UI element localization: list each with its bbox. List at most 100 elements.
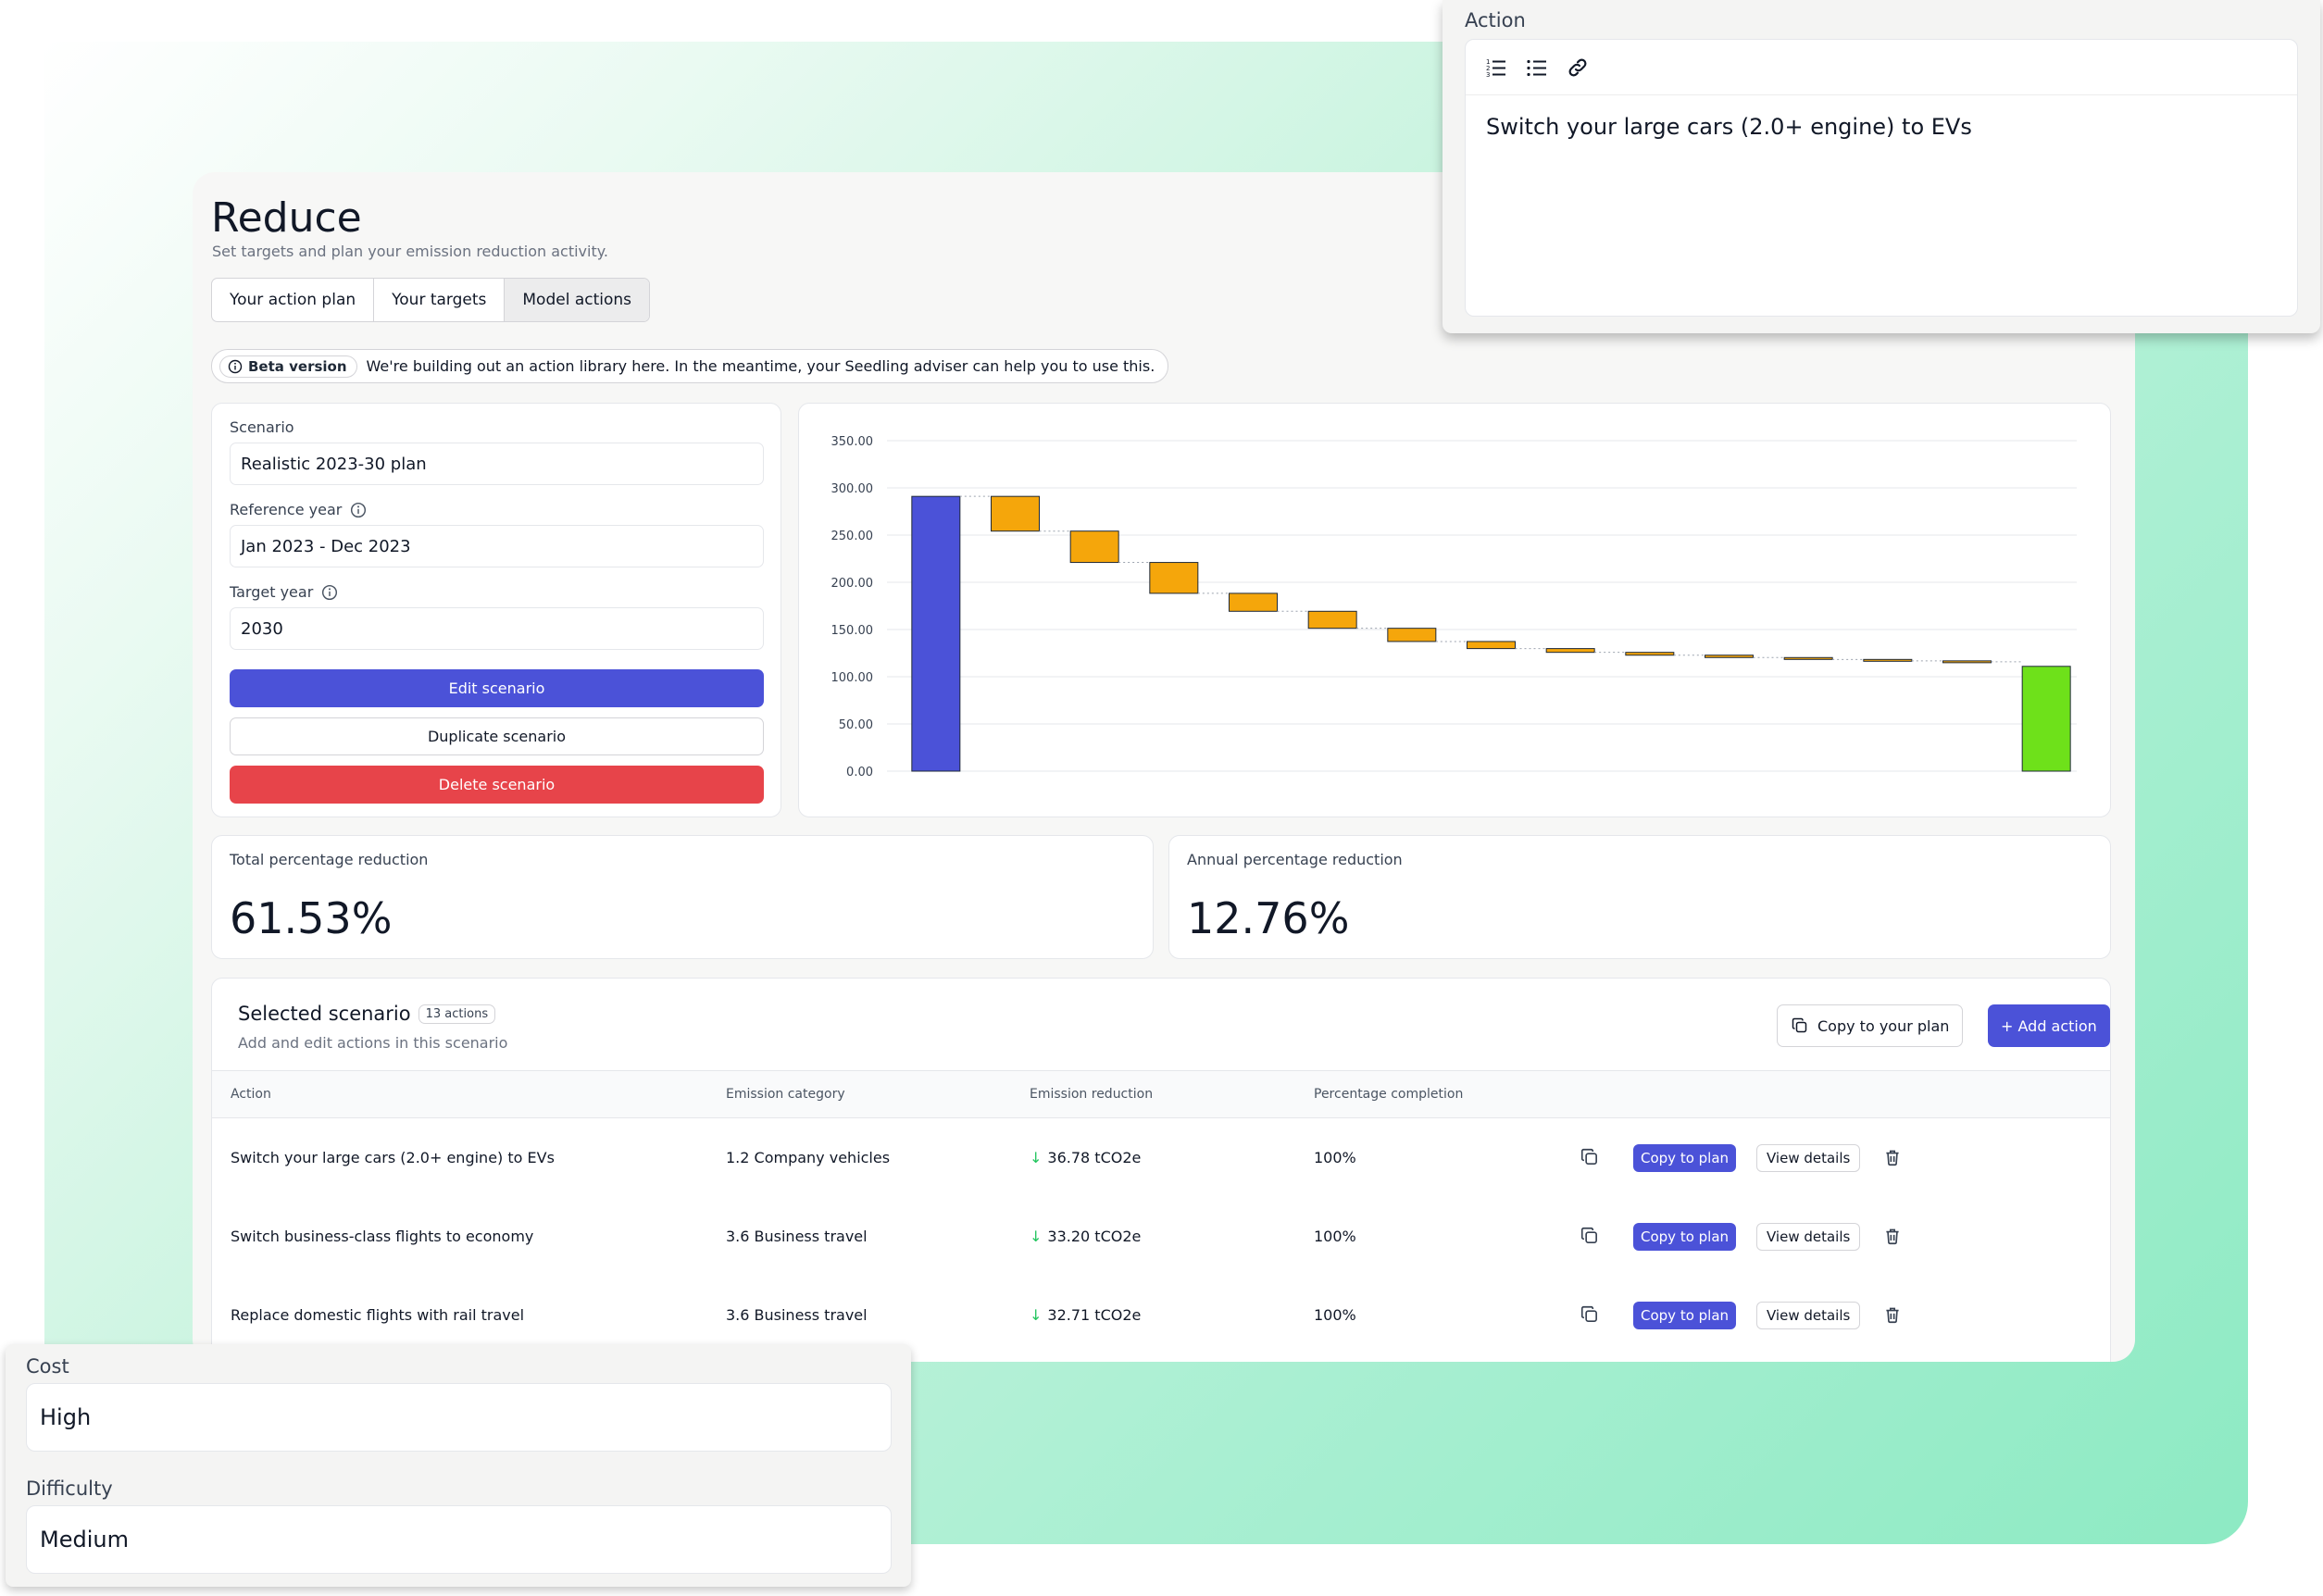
copy-icon (1792, 1017, 1807, 1033)
row-action: Switch business-class flights to economy (231, 1228, 534, 1245)
y-tick-label: 200.00 (831, 577, 874, 591)
svg-text:3: 3 (1486, 71, 1490, 79)
reduction-bar (1387, 628, 1437, 642)
table-row: Replace domestic flights with rail trave… (212, 1277, 2110, 1355)
col-completion: Percentage completion (1314, 1087, 1464, 1102)
reduce-app-window: Reduce Set targets and plan your emissio… (193, 172, 2135, 1362)
view-details-button[interactable]: View details (1756, 1302, 1861, 1329)
reduction-bar (1545, 648, 1595, 654)
cost-field[interactable]: High (26, 1383, 892, 1452)
row-category: 1.2 Company vehicles (726, 1149, 891, 1166)
reduction-bar (1942, 660, 1992, 664)
duplicate-icon[interactable] (1576, 1222, 1604, 1250)
edit-scenario-button[interactable]: Edit scenario (230, 669, 764, 707)
reduction-bar (1625, 652, 1675, 656)
reduction-bar (1783, 656, 1833, 660)
selected-scenario-subtitle: Add and edit actions in this scenario (238, 1034, 508, 1052)
duplicate-icon[interactable] (1576, 1143, 1604, 1171)
bullet-list-icon[interactable] (1525, 56, 1549, 80)
waterfall-chart-card: 350.00 300.00 250.00 200.00 150.00 100.00 50.0… (798, 403, 2111, 817)
reduction-bar (1863, 658, 1913, 662)
row-category: 3.6 Business travel (726, 1306, 868, 1324)
end-bar (2021, 666, 2071, 772)
table-row: Switch business-class flights to economy… (212, 1198, 2110, 1277)
scenario-label: Scenario (230, 418, 294, 436)
duplicate-icon[interactable] (1576, 1301, 1604, 1328)
tab-your-targets[interactable]: Your targets (374, 279, 506, 321)
difficulty-field[interactable]: Medium (26, 1505, 892, 1574)
annual-reduction-value: 12.76% (1187, 893, 1350, 943)
cost-label: Cost (26, 1355, 69, 1378)
action-count-badge: 13 actions (418, 1004, 496, 1024)
col-category: Emission category (726, 1087, 845, 1102)
trash-icon[interactable] (1879, 1222, 1906, 1250)
row-action: Replace domestic flights with rail trave… (231, 1306, 525, 1324)
row-reduction: ↓ 36.78 tCO2e (1030, 1149, 1142, 1166)
tab-your-action-plan[interactable]: Your action plan (212, 279, 375, 321)
action-text: Switch your large cars (2.0+ engine) to … (1486, 114, 1972, 140)
y-tick-label: 150.00 (831, 624, 874, 638)
beta-badge: Beta version (219, 355, 357, 378)
cost-difficulty-panel: Cost High Difficulty Medium (6, 1344, 911, 1587)
reduction-bar (1229, 592, 1278, 612)
reduction-bar (1467, 641, 1516, 650)
table-row: Switch your large cars (2.0+ engine) to … (212, 1119, 2110, 1198)
row-completion: 100% (1314, 1306, 1356, 1324)
action-label: Action (1465, 9, 1526, 31)
info-icon[interactable] (350, 502, 367, 518)
total-reduction-value: 61.53% (230, 893, 393, 943)
add-action-button[interactable]: + Add action (1988, 1004, 2110, 1047)
reduction-bar (991, 495, 1040, 532)
y-tick-label: 350.00 (831, 435, 874, 449)
duplicate-scenario-button[interactable]: Duplicate scenario (230, 717, 764, 755)
row-action: Switch your large cars (2.0+ engine) to … (231, 1149, 555, 1166)
scenario-select[interactable]: Realistic 2023-30 plan (230, 443, 764, 485)
row-category: 3.6 Business travel (726, 1228, 868, 1245)
y-tick-label: 300.00 (831, 482, 874, 496)
view-details-button[interactable]: View details (1756, 1223, 1861, 1251)
reference-year-label: Reference year (230, 501, 367, 518)
copy-to-plan-button[interactable]: Copy to plan (1633, 1302, 1737, 1329)
view-details-button[interactable]: View details (1756, 1144, 1861, 1172)
selected-scenario-title: Selected scenario 13 actions (238, 1003, 496, 1025)
col-action: Action (231, 1087, 271, 1102)
row-completion: 100% (1314, 1228, 1356, 1245)
waterfall-chart: 350.00 300.00 250.00 200.00 150.00 100.00 50.0… (831, 435, 2077, 779)
scenario-card: Scenario Realistic 2023-30 plan Referenc… (211, 403, 781, 817)
total-reduction-card: Total percentage reduction 61.53% (211, 835, 1154, 959)
copy-to-plan-button[interactable]: Copy to plan (1633, 1144, 1737, 1172)
svg-text:2: 2 (1486, 65, 1490, 72)
beta-message: We're building out an action library her… (366, 357, 1155, 375)
trash-icon[interactable] (1879, 1301, 1906, 1328)
link-icon[interactable] (1566, 56, 1590, 80)
reduction-bar (1149, 562, 1199, 594)
target-year-field[interactable]: 2030 (230, 607, 764, 650)
page-title: Reduce (211, 194, 362, 242)
arrow-down-icon: ↓ (1030, 1306, 1043, 1324)
info-icon[interactable] (321, 584, 338, 601)
tab-model-actions[interactable]: Model actions (505, 279, 650, 321)
tab-bar: Your action plan Your targets Model acti… (211, 278, 651, 322)
copy-to-your-plan-button[interactable]: Copy to your plan (1777, 1004, 1964, 1047)
arrow-down-icon: ↓ (1030, 1149, 1043, 1166)
copy-to-plan-button[interactable]: Copy to plan (1633, 1223, 1737, 1251)
delete-scenario-button[interactable]: Delete scenario (230, 766, 764, 804)
start-bar (911, 495, 961, 772)
beta-banner: Beta version We're building out an actio… (211, 349, 1169, 383)
y-tick-label: 100.00 (831, 671, 874, 685)
y-tick-label: 0.00 (846, 766, 873, 779)
reference-year-field[interactable]: Jan 2023 - Dec 2023 (230, 525, 764, 567)
info-icon (228, 359, 243, 373)
col-reduction: Emission reduction (1030, 1087, 1154, 1102)
reduction-bar (1069, 530, 1119, 564)
total-reduction-label: Total percentage reduction (230, 851, 429, 868)
reduction-bar (1307, 610, 1357, 630)
trash-icon[interactable] (1879, 1143, 1906, 1171)
selected-scenario-card: Selected scenario 13 actions Add and edi… (211, 978, 2111, 1362)
reduction-bar (1705, 655, 1754, 658)
row-reduction: ↓ 32.71 tCO2e (1030, 1306, 1142, 1324)
